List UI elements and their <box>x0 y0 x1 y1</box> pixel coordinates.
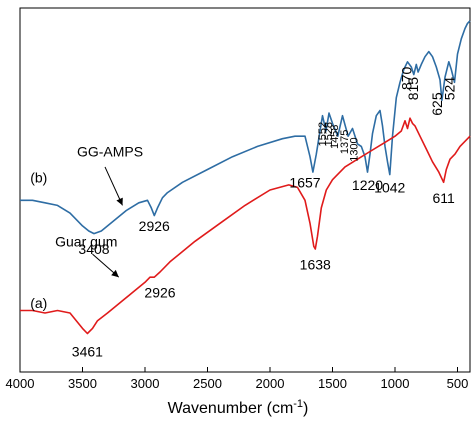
x-tick-label: 2000 <box>256 376 285 391</box>
annotation-label: 1552 <box>317 122 329 146</box>
x-tick-label: 3500 <box>68 376 97 391</box>
annotation-label: (b) <box>30 169 47 185</box>
series-layer <box>20 20 471 335</box>
annotation-label: 611 <box>432 190 455 206</box>
series-line-gg-amps <box>20 20 471 235</box>
x-tick-label: 1500 <box>318 376 347 391</box>
x-tick-label: 500 <box>447 376 469 391</box>
plot-frame <box>19 7 471 373</box>
annotation-arrow-head <box>116 197 123 206</box>
annotation-label: 815 <box>405 77 421 101</box>
x-axis-title-main: Wavenumber (cm <box>168 400 294 417</box>
annotation-label: 1300 <box>349 137 361 161</box>
x-tick-label: 3000 <box>131 376 160 391</box>
x-axis-title-close: ) <box>303 400 308 417</box>
annotation-label: 1042 <box>374 180 405 196</box>
annotation-label: 870 <box>398 66 414 90</box>
x-axis-title-superscript: -1 <box>293 398 303 410</box>
annotation-arrow-shaft <box>104 166 123 206</box>
annotation-label: 3461 <box>72 344 103 360</box>
annotation-arrow-head <box>111 269 119 278</box>
annotation-label: 1657 <box>289 174 320 190</box>
annotation-label: (a) <box>30 295 47 311</box>
arrow-layer <box>92 166 123 278</box>
annotation-label: 1528 <box>323 122 335 146</box>
annotation-label: 524 <box>441 77 457 101</box>
series-line-guar-gum <box>20 117 471 335</box>
annotation-label: 1458 <box>329 125 341 149</box>
annotation-label: 3408 <box>78 241 109 257</box>
x-tick-label: 1000 <box>381 376 410 391</box>
x-tick-label: 2500 <box>193 376 222 391</box>
x-tick-label: 4000 <box>6 376 35 391</box>
x-tick-layer: 4000 3500 3000 2500 2000 1500 1000 500 <box>6 367 469 391</box>
annotation-label: Guar gum <box>55 233 117 249</box>
annotation-label: 1375 <box>339 130 351 154</box>
annotation-label: GG-AMPS <box>77 144 143 160</box>
annotation-label: 2926 <box>139 218 170 234</box>
x-axis-title: Wavenumber (cm-1) <box>168 398 309 417</box>
annotation-label: 625 <box>429 92 445 116</box>
annotation-label: 1638 <box>300 256 331 272</box>
annotation-label: 1220 <box>352 177 383 193</box>
annotation-label: 2926 <box>144 285 175 301</box>
